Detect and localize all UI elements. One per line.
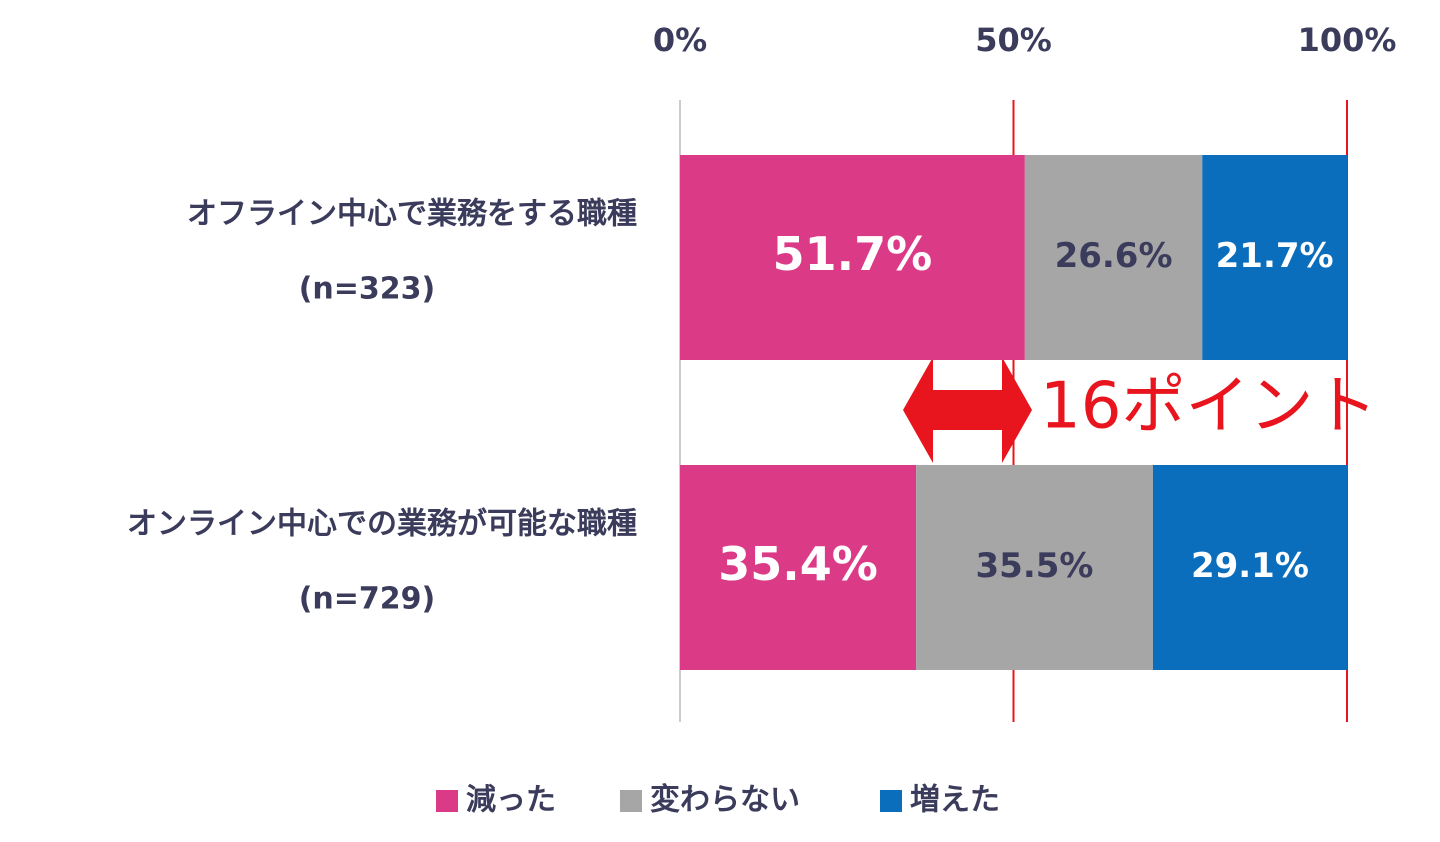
bar-segment xyxy=(680,155,1025,360)
category-label: (n=323) xyxy=(299,272,436,307)
legend-label: 変わらない xyxy=(650,783,800,818)
category-label: オフライン中心で業務をする職種 xyxy=(187,197,637,232)
value-label: 29.1% xyxy=(1191,546,1309,586)
category-label: オンライン中心での業務が可能な職種 xyxy=(127,507,637,542)
bar-segment xyxy=(916,465,1153,670)
annotation: 16ポイント xyxy=(1040,370,1377,444)
legend-swatch xyxy=(880,790,902,812)
legend-swatch xyxy=(620,790,642,812)
x-tick-label: 100% xyxy=(1298,21,1397,59)
bar-segment xyxy=(680,465,917,670)
bar-segment xyxy=(1024,155,1203,360)
legend-label: 減った xyxy=(466,783,556,818)
bar-segment xyxy=(1152,465,1347,670)
legend-swatch xyxy=(436,790,458,812)
value-label: 35.5% xyxy=(976,546,1094,586)
x-tick-label: 0% xyxy=(653,21,707,59)
legend-label: 増えた xyxy=(910,783,1000,818)
value-label: 35.4% xyxy=(718,537,878,591)
value-label: 21.7% xyxy=(1216,236,1334,276)
value-label: 51.7% xyxy=(773,227,933,281)
difference-arrow xyxy=(903,357,1032,463)
value-label: 26.6% xyxy=(1055,236,1173,276)
bar-segment xyxy=(1202,155,1347,360)
x-tick-label: 50% xyxy=(975,21,1052,59)
category-label: (n=729) xyxy=(299,582,436,617)
